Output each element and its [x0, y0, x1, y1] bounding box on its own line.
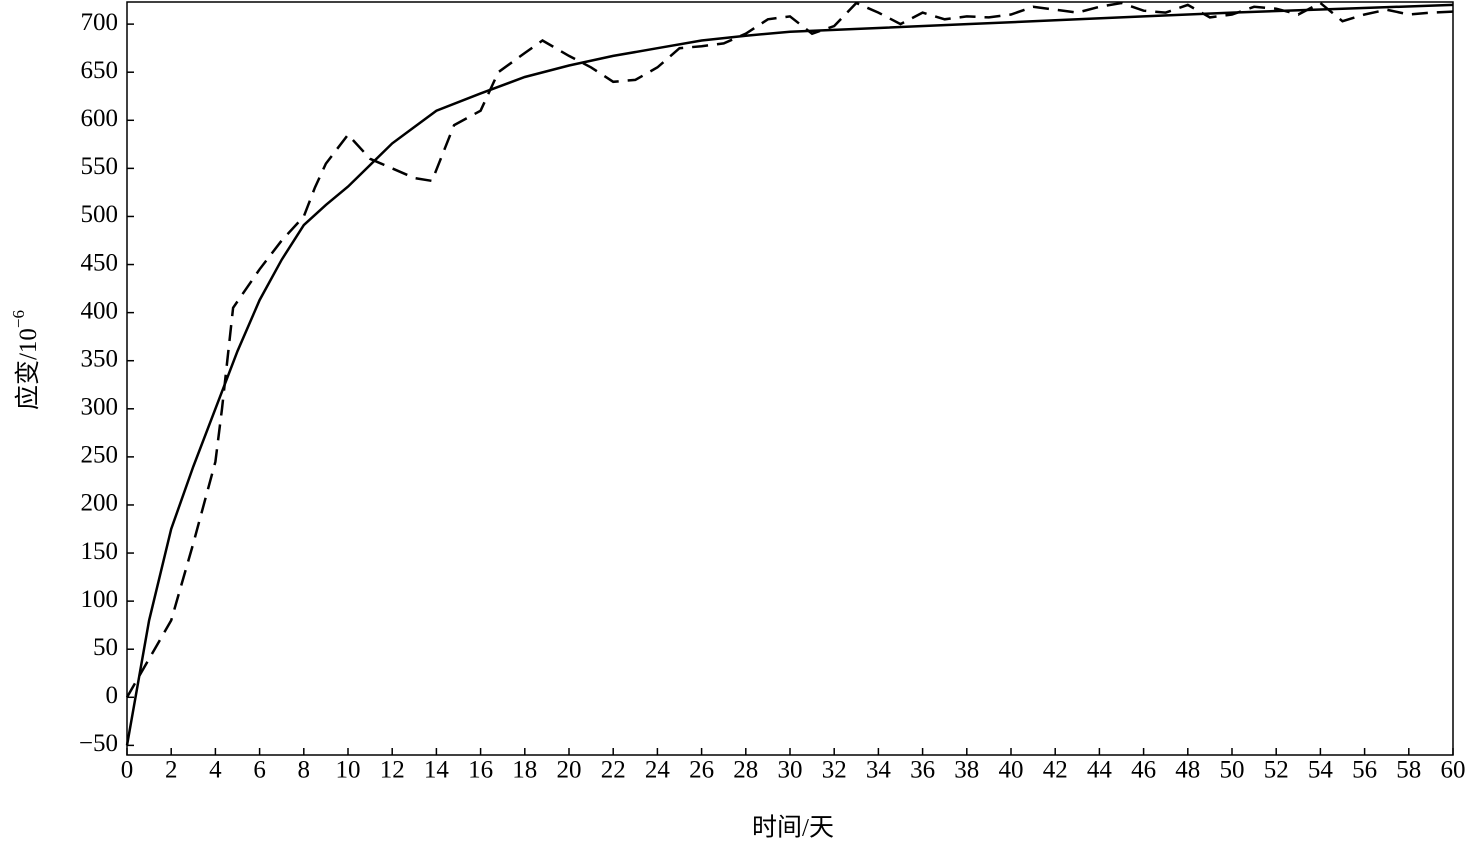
x-tick-label: 4 [209, 757, 222, 784]
x-tick-label: 28 [733, 757, 758, 784]
x-tick-label: 22 [601, 757, 626, 784]
x-tick-label: 50 [1220, 757, 1245, 784]
plot-frame [126, 1, 1454, 756]
x-tick-label: 12 [380, 757, 405, 784]
x-tick-label: 44 [1087, 757, 1113, 784]
x-tick-label: 40 [999, 757, 1024, 784]
x-tick-label: 18 [512, 757, 537, 784]
x-axis-label: 时间/天 [752, 814, 834, 842]
x-tick-label: 42 [1043, 757, 1068, 784]
data-line [125, 1, 1454, 698]
x-tick-label: 20 [557, 757, 582, 784]
x-tick-label: 34 [866, 757, 892, 784]
y-tick-label: 600 [81, 105, 119, 132]
y-tick-label: 650 [81, 57, 119, 84]
x-tick-label: 38 [954, 757, 979, 784]
x-tick-label: 26 [689, 757, 714, 784]
y-axis-label-exponent: −6 [9, 310, 28, 328]
x-tick-label: 60 [1441, 757, 1466, 784]
x-tick-label: 58 [1396, 757, 1421, 784]
y-tick-label: 550 [81, 153, 119, 180]
data-line [125, 3, 1454, 746]
x-tick-label: 32 [822, 757, 847, 784]
x-tick-label: 56 [1352, 757, 1377, 784]
y-tick-label: 400 [81, 297, 119, 324]
y-tick-label: 700 [81, 9, 119, 36]
y-tick-label: 100 [81, 586, 119, 613]
y-tick-label: 450 [81, 249, 119, 276]
y-tick-label: 350 [81, 345, 119, 372]
x-tick-label: 54 [1308, 757, 1334, 784]
x-tick-label: 24 [645, 757, 671, 784]
y-tick-label: 500 [81, 201, 119, 228]
x-tick-label: 14 [424, 757, 450, 784]
x-tick-label: 6 [253, 757, 266, 784]
x-tick-label: 30 [778, 757, 803, 784]
y-tick-label: 200 [81, 490, 119, 517]
y-tick-label: 0 [106, 682, 119, 709]
y-axis-label-group: 应变/10−6 [9, 310, 42, 410]
y-tick-label: −50 [79, 730, 118, 757]
x-tick-label: 8 [298, 757, 311, 784]
x-tick-label: 2 [165, 757, 178, 784]
y-tick-label: 300 [81, 394, 119, 421]
x-tick-label: 10 [336, 757, 361, 784]
x-tick-label: 36 [910, 757, 935, 784]
y-axis-label: 应变/10−6 [9, 310, 42, 410]
x-tick-label: 52 [1264, 757, 1289, 784]
x-tick-label: 48 [1175, 757, 1200, 784]
y-tick-label: 250 [81, 442, 119, 469]
x-tick-label: 46 [1131, 757, 1156, 784]
y-tick-label: 150 [81, 538, 119, 565]
y-tick-label: 50 [93, 634, 118, 661]
y-axis-label-base: 应变/10 [14, 328, 42, 410]
x-tick-label: 0 [121, 757, 134, 784]
x-tick-label: 16 [468, 757, 493, 784]
